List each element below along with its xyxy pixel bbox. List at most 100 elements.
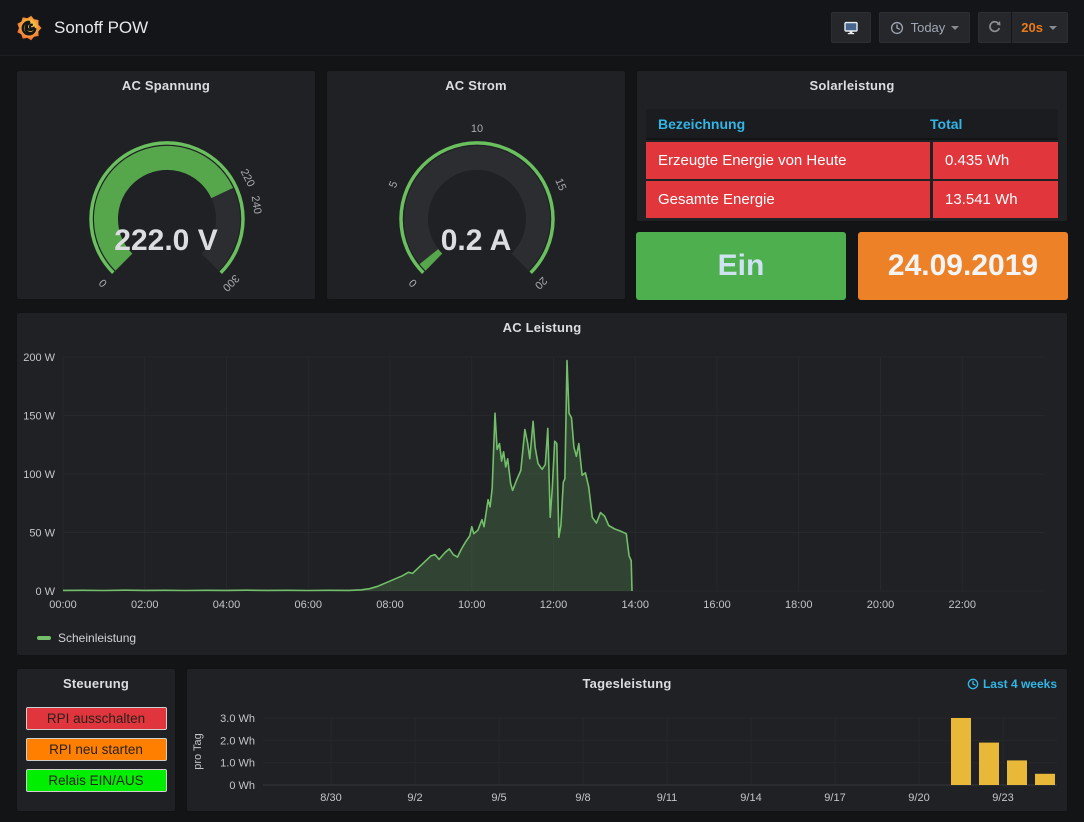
control-buttons: RPI ausschalten RPI neu starten Relais EIN… xyxy=(17,707,175,792)
svg-text:200 W: 200 W xyxy=(23,352,55,364)
svg-text:240: 240 xyxy=(249,195,264,215)
chart-legend[interactable]: Scheinleistung xyxy=(37,631,136,645)
legend-series-swatch xyxy=(37,636,51,640)
clock-icon xyxy=(890,21,903,34)
svg-text:9/5: 9/5 xyxy=(491,792,506,804)
refresh-control[interactable]: 20s xyxy=(978,12,1068,43)
panel-title[interactable]: AC Spannung xyxy=(121,78,211,93)
svg-text:9/14: 9/14 xyxy=(740,792,761,804)
svg-text:9/2: 9/2 xyxy=(407,792,422,804)
panel-relais-status: Ein xyxy=(636,232,846,300)
chevron-down-icon xyxy=(1049,25,1057,30)
svg-text:0 Wh: 0 Wh xyxy=(229,780,255,792)
svg-text:10:00: 10:00 xyxy=(458,599,486,611)
bar-chart[interactable]: 8/30 9/2 9/5 9/8 9/11 9/14 9/17 9/20 9/23 0 Wh 1.0… xyxy=(187,669,1069,813)
table-body: Erzeugte Energie von Heute 0.435 Wh Gesamt… xyxy=(646,142,1058,218)
table-cell-total: 13.541 Wh xyxy=(933,181,1058,218)
bar-9/22[interactable] xyxy=(979,742,999,785)
panel-title[interactable]: Tagesleistung xyxy=(582,676,672,691)
divider xyxy=(1011,12,1013,43)
svg-text:5: 5 xyxy=(387,179,400,189)
svg-text:9/8: 9/8 xyxy=(575,792,590,804)
svg-text:1.0 Wh: 1.0 Wh xyxy=(220,758,255,770)
svg-text:16:00: 16:00 xyxy=(703,599,731,611)
svg-text:9/23: 9/23 xyxy=(992,792,1013,804)
bar-9/24[interactable] xyxy=(1035,773,1055,785)
navbar-left: Sonoff POW xyxy=(16,0,148,55)
gauge-value: 0.2 A xyxy=(440,224,512,257)
clock-icon xyxy=(967,678,979,690)
dashboard-title: Sonoff POW xyxy=(54,17,149,37)
table-cell-bezeichnung: Gesamte Energie xyxy=(646,181,930,218)
relais-ein-aus-button[interactable]: Relais EIN/AUS xyxy=(25,769,167,792)
svg-text:9/11: 9/11 xyxy=(657,792,678,804)
svg-text:9/17: 9/17 xyxy=(824,792,845,804)
svg-text:0: 0 xyxy=(407,276,420,289)
svg-text:0 W: 0 W xyxy=(35,586,55,598)
solar-table: Bezeichnung Total Erzeugte Energie von H… xyxy=(646,109,1058,218)
table-row: Erzeugte Energie von Heute 0.435 Wh xyxy=(646,142,1058,179)
svg-text:18:00: 18:00 xyxy=(785,599,813,611)
svg-text:04:00: 04:00 xyxy=(213,599,241,611)
panel-tagesleistung: Tagesleistung Last 4 weeks 8/30 9/2 9/5 9/8… xyxy=(186,668,1068,812)
panel-solarleistung: Solarleistung Bezeichnung Total Erzeugte… xyxy=(636,70,1068,222)
table-row: Gesamte Energie 13.541 Wh xyxy=(646,181,1058,218)
panel-title[interactable]: AC Leistung xyxy=(502,320,582,335)
column-header-bezeichnung[interactable]: Bezeichnung xyxy=(658,115,746,132)
table-cell-bezeichnung: Erzeugte Energie von Heute xyxy=(646,142,930,179)
legend-series-label[interactable]: Scheinleistung xyxy=(58,631,137,645)
grafana-logo-icon xyxy=(17,15,42,40)
svg-text:06:00: 06:00 xyxy=(294,599,322,611)
table-header-row: Bezeichnung Total xyxy=(646,109,1058,140)
monitor-icon xyxy=(843,21,858,34)
time-range-link-label: Last 4 weeks xyxy=(982,677,1057,691)
panel-ac-strom: AC Strom 0 5 10 15 20 0.2 A xyxy=(326,70,626,300)
current-gauge: 0 5 10 15 20 xyxy=(387,123,568,291)
voltage-gauge: 0 220 240 300 xyxy=(89,141,264,293)
svg-text:10: 10 xyxy=(471,123,483,135)
refresh-icon xyxy=(989,20,1001,33)
svg-text:14:00: 14:00 xyxy=(621,599,649,611)
rpi-neu-starten-button[interactable]: RPI neu starten xyxy=(25,738,167,761)
refresh-interval-label: 20s xyxy=(1021,20,1043,35)
panel-title[interactable]: Steuerung xyxy=(62,676,130,691)
svg-text:0: 0 xyxy=(97,276,110,289)
svg-text:8/30: 8/30 xyxy=(320,792,341,804)
panel-ac-spannung: AC Spannung 0 220 240 300 222.0 V xyxy=(16,70,316,300)
panel-ac-leistung: AC Leistung 00:00 02:00 04:00 06:00 08:00 10:… xyxy=(16,312,1068,656)
svg-text:20:00: 20:00 xyxy=(867,599,895,611)
table-cell-total: 0.435 Wh xyxy=(933,142,1058,179)
svg-text:08:00: 08:00 xyxy=(376,599,404,611)
panel-title[interactable]: AC Strom xyxy=(445,78,507,93)
panel-datum: 24.09.2019 xyxy=(858,232,1068,300)
bar-9/23[interactable] xyxy=(1007,760,1027,785)
svg-text:15: 15 xyxy=(552,177,568,193)
svg-text:300: 300 xyxy=(220,272,241,293)
svg-text:00:00: 00:00 xyxy=(49,599,77,611)
bar-9/21[interactable] xyxy=(951,718,971,785)
date-value: 24.09.2019 xyxy=(887,249,1039,282)
svg-text:50 W: 50 W xyxy=(29,528,55,540)
y-axis-label: pro Tag xyxy=(192,733,204,770)
svg-text:3.0 Wh: 3.0 Wh xyxy=(220,713,255,725)
navbar-controls: Today 20s xyxy=(830,12,1068,43)
rpi-ausschalten-button[interactable]: RPI ausschalten xyxy=(25,707,167,730)
panel-time-range-link[interactable]: Last 4 weeks xyxy=(967,677,1057,691)
chevron-down-icon xyxy=(951,25,960,30)
navbar: Sonoff POW Today 20s xyxy=(0,0,1084,56)
svg-text:20: 20 xyxy=(532,274,549,291)
svg-text:220: 220 xyxy=(238,167,257,189)
panel-title[interactable]: Solarleistung xyxy=(809,78,895,93)
svg-text:100 W: 100 W xyxy=(23,469,55,481)
relais-status-value: Ein xyxy=(717,249,765,282)
time-range-picker[interactable]: Today xyxy=(878,12,971,43)
kiosk-mode-button[interactable] xyxy=(830,12,871,43)
svg-text:22:00: 22:00 xyxy=(948,599,976,611)
column-header-total[interactable]: Total xyxy=(930,115,963,132)
line-chart[interactable]: 00:00 02:00 04:00 06:00 08:00 10:00 12:00 14:00… xyxy=(17,313,1069,623)
svg-text:02:00: 02:00 xyxy=(131,599,159,611)
svg-text:9/20: 9/20 xyxy=(908,792,929,804)
gauge-value: 222.0 V xyxy=(114,224,218,257)
svg-text:150 W: 150 W xyxy=(23,411,55,423)
time-range-label: Today xyxy=(910,20,946,35)
